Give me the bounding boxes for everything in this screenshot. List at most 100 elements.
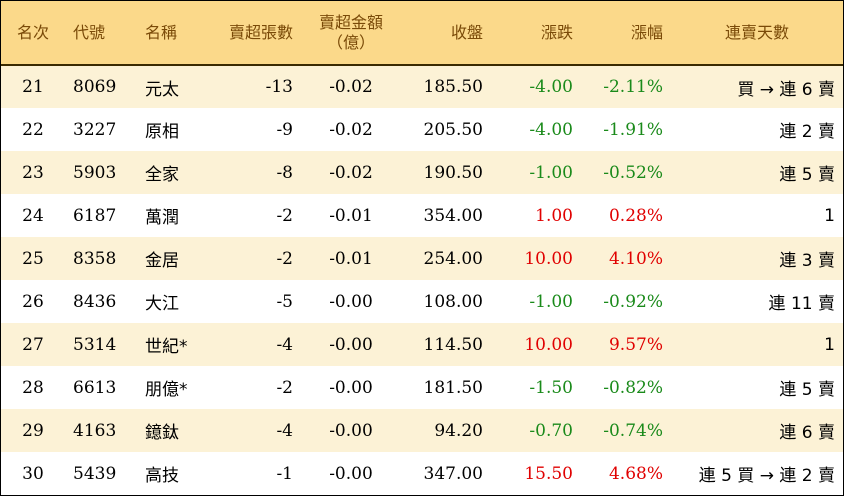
table-row: 23 5903 全家 -8 -0.02 190.50 -1.00 -0.52% 連 5 賣 <box>1 151 843 194</box>
cell-code: 4163 <box>73 420 117 441</box>
header-rank: 名次 <box>1 1 65 66</box>
cell-change: 10.00 <box>524 248 573 269</box>
table-row: 30 5439 高技 -1 -0.00 347.00 15.50 4.68% 連 5 買 → 連… <box>1 452 843 495</box>
cell-streak: 連 5 買 → 連 2 賣 <box>698 466 835 486</box>
cell-pct: 9.57% <box>608 334 663 355</box>
cell-name: 原相 <box>145 122 179 142</box>
table-row: 29 4163 鐿鈦 -4 -0.00 94.20 -0.70 -0.74% 連 6 賣 <box>1 409 843 452</box>
cell-name: 全家 <box>145 165 179 185</box>
cell-code: 6187 <box>73 205 117 226</box>
cell-streak: 連 6 賣 <box>779 423 835 443</box>
cell-code: 5439 <box>73 463 117 484</box>
cell-name: 高技 <box>145 466 179 486</box>
cell-change: 1.00 <box>535 205 573 226</box>
cell-sell-amount: -0.01 <box>329 205 373 226</box>
cell-close: 94.20 <box>434 420 483 441</box>
cell-sell-amount: -0.02 <box>329 119 373 140</box>
cell-code: 5314 <box>73 334 117 355</box>
cell-streak: 1 <box>824 205 835 226</box>
cell-rank: 26 <box>22 291 44 312</box>
cell-change: -1.00 <box>529 162 573 183</box>
cell-pct: -0.82% <box>603 377 663 398</box>
cell-streak: 買 → 連 6 賣 <box>737 79 835 100</box>
cell-sell-amount: -0.02 <box>329 162 373 183</box>
cell-name: 世紀* <box>145 337 188 357</box>
cell-change: -1.50 <box>529 377 573 398</box>
header-sell-amount-line2: （億） <box>326 32 375 52</box>
cell-sell-lots: -2 <box>276 205 293 226</box>
cell-change: -4.00 <box>529 119 573 140</box>
table-row: 24 6187 萬潤 -2 -0.01 354.00 1.00 0.28% 1 <box>1 194 843 237</box>
header-sell-lots: 賣超張數 <box>213 1 301 66</box>
cell-streak: 連 5 賣 <box>779 380 835 400</box>
cell-rank: 30 <box>22 463 44 484</box>
header-sell-amount-line1: 賣超金額 <box>318 12 383 32</box>
table-row: 27 5314 世紀* -4 -0.00 114.50 10.00 9.57% 1 <box>1 323 843 366</box>
cell-rank: 22 <box>22 119 44 140</box>
cell-sell-lots: -4 <box>276 334 293 355</box>
cell-rank: 29 <box>22 420 44 441</box>
cell-change: 15.50 <box>524 463 573 484</box>
header-sell-amount: 賣超金額 （億） <box>301 1 401 66</box>
cell-name: 大江 <box>145 294 179 314</box>
cell-code: 8436 <box>73 291 117 312</box>
cell-code: 5903 <box>73 162 117 183</box>
cell-change: -4.00 <box>529 77 573 97</box>
cell-name: 朋億* <box>145 380 188 400</box>
cell-rank: 28 <box>22 377 44 398</box>
table-header: 名次 代號 名稱 賣超張數 賣超金額 （億） 收盤 漲跌 漲幅 連賣天數 <box>1 1 843 66</box>
cell-pct: -2.11% <box>603 77 663 97</box>
header-pct: 漲幅 <box>581 1 671 66</box>
cell-close: 254.00 <box>423 248 483 269</box>
table-row: 26 8436 大江 -5 -0.00 108.00 -1.00 -0.92% 連 11 賣 <box>1 280 843 323</box>
cell-sell-lots: -13 <box>265 77 293 97</box>
cell-sell-amount: -0.01 <box>329 248 373 269</box>
cell-close: 185.50 <box>423 77 483 97</box>
header-streak: 連賣天數 <box>671 1 843 66</box>
cell-sell-amount: -0.00 <box>329 420 373 441</box>
cell-sell-amount: -0.00 <box>329 291 373 312</box>
table-row: 22 3227 原相 -9 -0.02 205.50 -4.00 -1.91% 連 2 賣 <box>1 108 843 151</box>
header-change: 漲跌 <box>491 1 581 66</box>
cell-close: 354.00 <box>423 205 483 226</box>
cell-pct: 4.68% <box>608 463 663 484</box>
cell-change: -0.70 <box>529 420 573 441</box>
cell-close: 114.50 <box>423 334 483 355</box>
cell-code: 6613 <box>73 377 117 398</box>
table-row: 25 8358 金居 -2 -0.01 254.00 10.00 4.10% 連 3 賣 <box>1 237 843 280</box>
cell-streak: 連 2 賣 <box>779 122 835 142</box>
cell-code: 8358 <box>73 248 117 269</box>
cell-code: 3227 <box>73 119 117 140</box>
table-row: 28 6613 朋億* -2 -0.00 181.50 -1.50 -0.82% 連 5 賣 <box>1 366 843 409</box>
cell-sell-amount: -0.02 <box>329 77 373 97</box>
cell-sell-lots: -2 <box>276 377 293 398</box>
header-close: 收盤 <box>401 1 491 66</box>
cell-sell-lots: -8 <box>276 162 293 183</box>
cell-rank: 25 <box>22 248 44 269</box>
cell-sell-lots: -5 <box>276 291 293 312</box>
cell-name: 萬潤 <box>145 208 179 228</box>
cell-rank: 23 <box>22 162 44 183</box>
cell-close: 181.50 <box>423 377 483 398</box>
cell-pct: 4.10% <box>608 248 663 269</box>
cell-rank: 21 <box>22 77 44 97</box>
cell-change: -1.00 <box>529 291 573 312</box>
cell-streak: 連 5 賣 <box>779 165 835 185</box>
cell-close: 205.50 <box>423 119 483 140</box>
table-row: 21 8069 元太 -13 -0.02 185.50 -4.00 -2.11% 買 → 連 6… <box>1 65 843 108</box>
cell-streak: 連 3 賣 <box>779 251 835 271</box>
cell-pct: 0.28% <box>608 205 663 226</box>
cell-code: 8069 <box>73 77 117 97</box>
cell-streak: 1 <box>824 334 835 355</box>
cell-sell-lots: -9 <box>276 119 293 140</box>
cell-sell-lots: -2 <box>276 248 293 269</box>
header-name: 名稱 <box>137 1 213 66</box>
cell-rank: 27 <box>22 334 44 355</box>
table-body: 21 8069 元太 -13 -0.02 185.50 -4.00 -2.11% 買 → 連 6… <box>1 65 843 495</box>
cell-sell-amount: -0.00 <box>329 334 373 355</box>
cell-sell-amount: -0.00 <box>329 463 373 484</box>
cell-pct: -1.91% <box>603 119 663 140</box>
cell-streak: 連 11 賣 <box>768 294 835 314</box>
